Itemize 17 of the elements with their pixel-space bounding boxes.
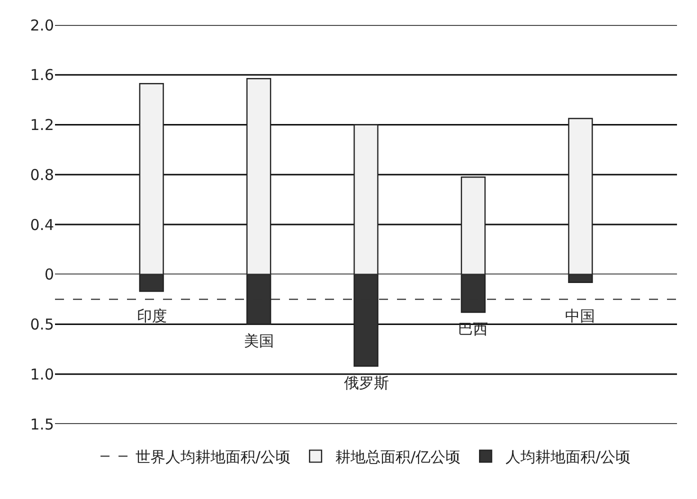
x-tick-label: 美国: [244, 332, 274, 350]
x-tick-label: 俄罗斯: [344, 374, 389, 392]
y-tick-label: 1.0: [30, 365, 54, 384]
x-tick-label: 印度: [137, 307, 167, 325]
y-tick-label: 0.8: [30, 166, 54, 184]
y-tick-label: 0: [44, 266, 54, 284]
y-tick-label: 0.4: [30, 216, 54, 234]
y-tick-label: 1.6: [30, 66, 54, 84]
x-tick-label: 巴西: [458, 320, 488, 338]
y-tick-label: 1.2: [30, 116, 54, 134]
y-tick-label: 0.5: [30, 316, 54, 334]
x-tick-label: 中国: [565, 307, 595, 325]
legend-label: 世界人均耕地面积/公顷: [136, 448, 291, 466]
legend-label: 耕地总面积/亿公顷: [336, 448, 461, 466]
y-tick-label: 2.0: [30, 16, 54, 34]
y-tick-label: 1.5: [30, 415, 54, 434]
text: 人均耕地面积/公顷: [506, 448, 631, 466]
